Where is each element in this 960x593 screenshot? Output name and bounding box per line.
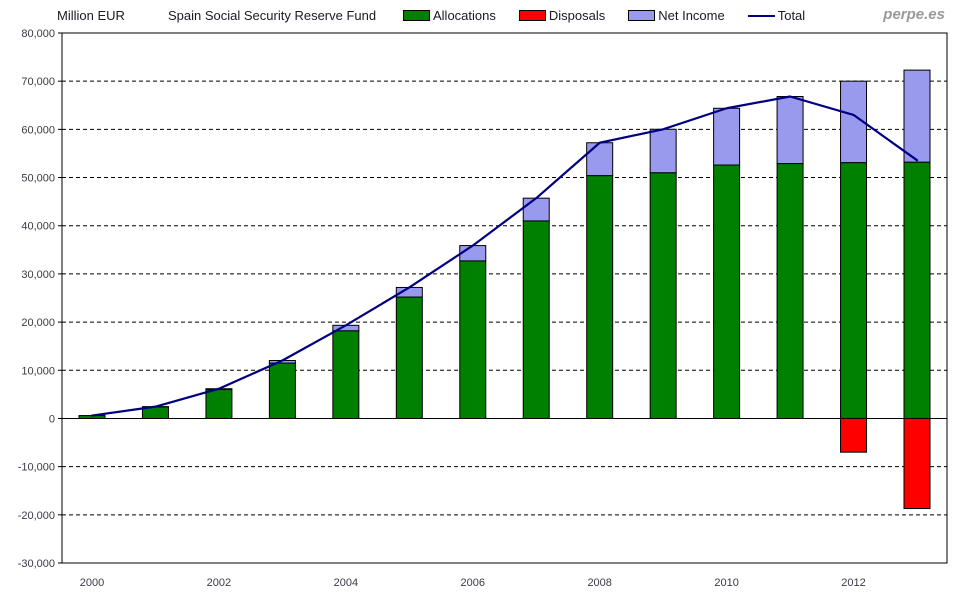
bar-allocations-2012 <box>840 162 868 419</box>
legend-label-total: Total <box>777 8 806 23</box>
bar-net-income-2011 <box>776 96 804 165</box>
y-tick-label: 80,000 <box>21 28 55 40</box>
bar-disposals-2012 <box>840 417 868 453</box>
bar-allocations-2013 <box>903 161 931 419</box>
bar-net-income-2010 <box>713 107 741 166</box>
total-line <box>90 95 919 417</box>
bar-allocations-2007 <box>522 220 550 419</box>
bar-net-income-2007 <box>522 197 550 222</box>
x-tick-label-2002: 2002 <box>207 577 231 589</box>
y-tick-label: 50,000 <box>21 173 55 185</box>
bar-allocations-2011 <box>776 163 804 419</box>
y-tick-label: 10,000 <box>21 365 55 377</box>
bar-disposals-2013 <box>903 417 931 510</box>
net-income-swatch-icon <box>628 10 656 21</box>
x-tick-label-2000: 2000 <box>80 577 104 589</box>
x-tick-label-2006: 2006 <box>461 577 485 589</box>
bar-allocations-2005 <box>395 296 423 419</box>
x-tick-label-2012: 2012 <box>841 577 865 589</box>
bar-net-income-2008 <box>586 142 614 177</box>
y-tick-label: 20,000 <box>21 317 55 329</box>
y-tick-label: 70,000 <box>21 76 55 88</box>
legend-item-allocations: Allocations <box>403 8 496 23</box>
legend-label-allocations: Allocations <box>433 8 496 23</box>
total-line-swatch-icon <box>747 14 775 17</box>
legend-item-disposals: Disposals <box>518 8 606 23</box>
disposals-swatch-icon <box>518 10 546 21</box>
x-tick-label-2010: 2010 <box>714 577 738 589</box>
y-tick-label: -10,000 <box>18 462 55 474</box>
bar-net-income-2006 <box>459 245 487 262</box>
bar-net-income-2013 <box>903 69 931 163</box>
y-axis-unit-label: Million EUR <box>57 8 125 23</box>
bar-allocations-2009 <box>649 172 677 419</box>
y-tick-label: 0 <box>49 413 55 425</box>
legend-label-net-income: Net Income <box>658 8 725 23</box>
bar-allocations-2002 <box>205 389 233 419</box>
y-tick-label: -30,000 <box>18 558 55 570</box>
y-tick-label: 60,000 <box>21 124 55 136</box>
bar-allocations-2004 <box>332 330 360 419</box>
x-tick-label-2008: 2008 <box>587 577 611 589</box>
bar-allocations-2006 <box>459 260 487 419</box>
watermark: perpe.es <box>883 6 945 23</box>
bar-allocations-2008 <box>586 175 614 419</box>
bar-allocations-2010 <box>713 164 741 419</box>
legend: Allocations Disposals Net Income Total <box>403 8 805 23</box>
bar-allocations-2003 <box>268 362 296 419</box>
legend-item-total: Total <box>747 8 806 23</box>
plot-border <box>61 32 948 564</box>
chart-title: Spain Social Security Reserve Fund <box>168 8 377 23</box>
legend-label-disposals: Disposals <box>548 8 606 23</box>
y-tick-label: 30,000 <box>21 269 55 281</box>
legend-item-net-income: Net Income <box>628 8 725 23</box>
allocations-swatch-icon <box>403 10 430 21</box>
y-tick-label: -20,000 <box>18 510 55 522</box>
x-tick-label-2004: 2004 <box>334 577 358 589</box>
y-tick-label: 40,000 <box>21 221 55 233</box>
bar-net-income-2009 <box>649 128 677 174</box>
